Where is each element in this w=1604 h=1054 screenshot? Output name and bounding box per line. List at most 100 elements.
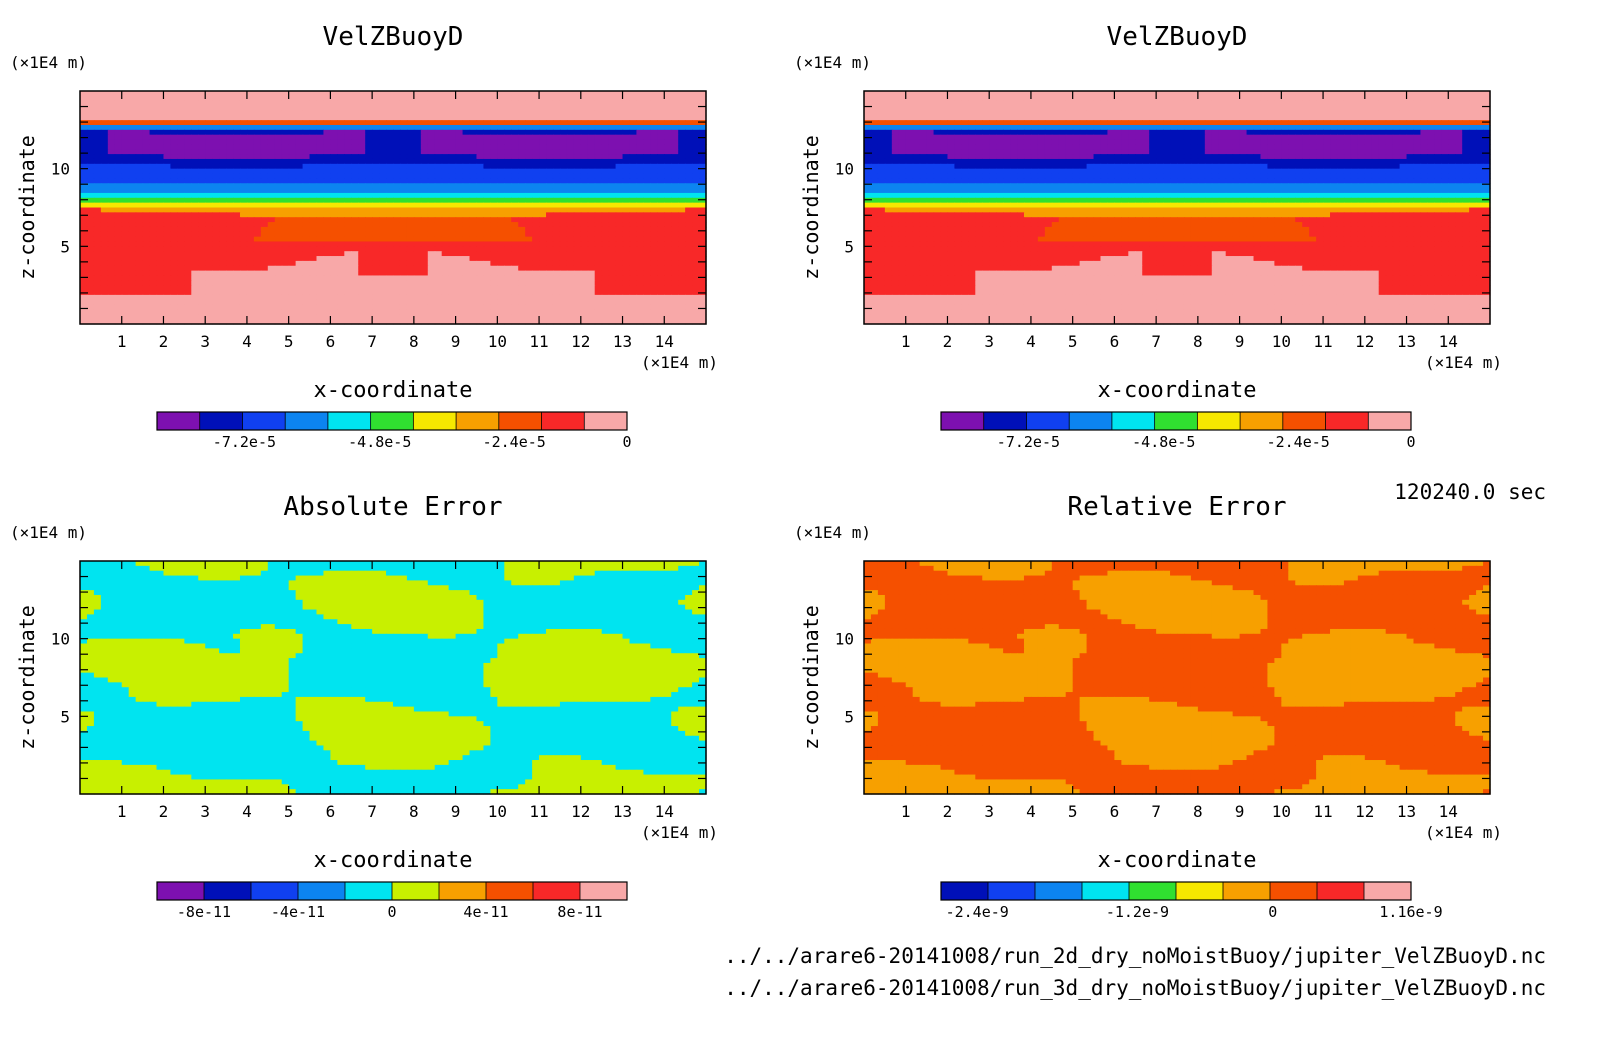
heatmap-cell xyxy=(441,256,450,262)
heatmap-cell xyxy=(184,226,192,233)
heatmap-cell xyxy=(295,95,304,102)
heatmap-cell xyxy=(253,192,262,199)
heatmap-cell xyxy=(142,212,151,218)
heatmap-cell xyxy=(107,290,116,296)
heatmap-cell xyxy=(643,207,651,213)
heatmap-cell xyxy=(114,110,123,116)
heatmap-cell xyxy=(226,95,234,102)
heatmap-cell xyxy=(685,105,693,112)
heatmap-cell xyxy=(427,124,436,131)
heatmap-cell xyxy=(434,173,443,179)
heatmap-cell xyxy=(1350,95,1359,102)
heatmap-cell xyxy=(427,222,436,228)
heatmap-cell xyxy=(420,251,429,257)
heatmap-cell xyxy=(107,226,116,233)
heatmap-cell xyxy=(281,154,290,160)
heatmap-cell xyxy=(615,270,624,277)
heatmap-cell xyxy=(1441,91,1449,97)
heatmap-cell xyxy=(1448,105,1456,112)
heatmap-cell xyxy=(1086,95,1095,102)
heatmap-cell xyxy=(664,285,672,291)
heatmap-cell xyxy=(601,134,610,141)
heatmap-cell xyxy=(1357,105,1366,112)
heatmap-cell xyxy=(114,197,123,204)
heatmap-cell xyxy=(678,226,686,233)
heatmap-cell xyxy=(441,207,450,213)
heatmap-cell xyxy=(622,124,631,131)
heatmap-cell xyxy=(476,115,485,121)
heatmap-cell xyxy=(877,100,886,107)
heatmap-cell xyxy=(316,120,325,126)
heatmap-cell xyxy=(413,212,422,218)
heatmap-cell xyxy=(379,251,387,257)
heatmap-cell xyxy=(114,100,123,107)
heatmap-cell xyxy=(198,154,206,160)
heatmap-cell xyxy=(163,304,172,311)
chart-title: VelZBuoyD xyxy=(1107,22,1248,52)
heatmap-cell xyxy=(184,124,192,131)
heatmap-cell xyxy=(80,91,88,97)
heatmap-cell xyxy=(594,304,603,311)
heatmap-cell xyxy=(163,183,172,189)
heatmap-cell xyxy=(975,100,983,107)
heatmap-cell xyxy=(253,309,262,315)
heatmap-cell xyxy=(86,260,95,267)
heatmap-cell xyxy=(344,168,352,175)
heatmap-cell xyxy=(219,149,227,155)
heatmap-cell xyxy=(295,129,304,136)
heatmap-cell xyxy=(205,197,213,204)
heatmap-cell xyxy=(267,275,276,281)
heatmap-cell xyxy=(476,139,485,145)
heatmap-cell xyxy=(587,275,596,281)
heatmap-cell xyxy=(393,241,401,247)
heatmap-cell xyxy=(399,222,408,228)
heatmap-cell xyxy=(351,129,359,136)
heatmap-cell xyxy=(233,168,241,175)
heatmap-cell xyxy=(1037,110,1046,116)
heatmap-cell xyxy=(469,91,478,97)
heatmap-cell xyxy=(1413,105,1422,112)
heatmap-cell xyxy=(219,236,227,243)
heatmap-cell xyxy=(891,120,900,126)
heatmap-cell xyxy=(636,294,644,301)
heatmap-cell xyxy=(518,260,526,267)
heatmap-cell xyxy=(996,115,1004,121)
heatmap-cell xyxy=(267,251,276,257)
heatmap-cell xyxy=(441,163,450,170)
heatmap-cell xyxy=(281,183,290,189)
heatmap-cell xyxy=(114,115,123,121)
heatmap-cell xyxy=(177,314,185,320)
heatmap-cell xyxy=(455,105,464,112)
heatmap-cell xyxy=(420,139,429,145)
heatmap-cell xyxy=(114,290,123,296)
heatmap-cell xyxy=(156,246,165,252)
heatmap-cell xyxy=(671,144,679,150)
heatmap-cell xyxy=(226,290,234,296)
heatmap-cell xyxy=(469,149,478,155)
heatmap-cell xyxy=(330,299,338,306)
heatmap-cell xyxy=(539,91,547,97)
heatmap-cell xyxy=(1295,91,1303,97)
heatmap-cell xyxy=(678,144,686,150)
heatmap-cell xyxy=(135,134,144,141)
heatmap-cell xyxy=(664,265,672,272)
heatmap-cell xyxy=(365,183,373,189)
heatmap-cell xyxy=(219,270,227,277)
heatmap-cell xyxy=(295,217,304,223)
heatmap-cell xyxy=(580,285,589,291)
heatmap-cell xyxy=(573,260,582,267)
heatmap-cell xyxy=(372,178,380,184)
heatmap-cell xyxy=(128,154,137,160)
heatmap-cell xyxy=(546,246,554,252)
heatmap-cell xyxy=(671,207,679,213)
heatmap-cell xyxy=(156,231,165,238)
heatmap-cell xyxy=(163,197,172,204)
heatmap-cell xyxy=(330,304,338,311)
heatmap-cell xyxy=(365,251,373,257)
heatmap-cell xyxy=(302,183,311,189)
heatmap-cell xyxy=(358,120,366,126)
heatmap-cell xyxy=(504,178,512,184)
heatmap-cell xyxy=(532,173,540,179)
heatmap-cell xyxy=(525,178,533,184)
heatmap-cell xyxy=(212,173,220,179)
